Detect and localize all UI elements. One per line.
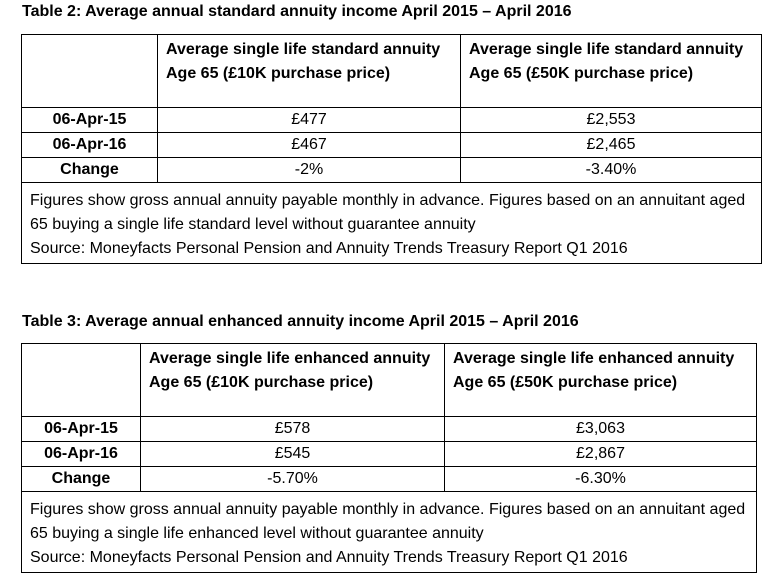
table-cell: £3,063 [444, 416, 757, 442]
table-caption: Table 3: Average annual enhanced annuity… [22, 313, 579, 330]
table-cell: -6.30% [444, 466, 757, 492]
table-row: Change -5.70% -6.30% [21, 466, 757, 492]
column-header: Average single life enhanced annuity Age… [444, 343, 757, 417]
table-row: 06-Apr-15 £578 £3,063 [21, 416, 757, 442]
table-cell: £545 [140, 441, 445, 467]
footnote-text: Figures show gross annual annuity payabl… [30, 501, 746, 542]
table-row: Change -2% -3.40% [21, 157, 762, 183]
row-label: Change [21, 157, 158, 183]
table-footnote: Figures show gross annual annuity payabl… [21, 491, 757, 573]
table-cell: £578 [140, 416, 445, 442]
table-cell: -5.70% [140, 466, 445, 492]
source-text: Source: Moneyfacts Personal Pension and … [30, 549, 628, 566]
table-cell: £2,867 [444, 441, 757, 467]
source-text: Source: Moneyfacts Personal Pension and … [30, 240, 628, 257]
row-label: Change [21, 466, 141, 492]
column-header: Average single life enhanced annuity Age… [140, 343, 445, 417]
row-label: 06-Apr-16 [21, 132, 158, 158]
table-cell: -2% [157, 157, 461, 183]
table-caption: Table 2: Average annual standard annuity… [22, 3, 572, 20]
table-row: 06-Apr-16 £467 £2,465 [21, 132, 762, 158]
table-footnote-row: Figures show gross annual annuity payabl… [21, 491, 757, 573]
table-cell: £467 [157, 132, 461, 158]
row-label: 06-Apr-15 [21, 107, 158, 133]
table-footnote-row: Figures show gross annual annuity payabl… [21, 182, 762, 264]
row-label: 06-Apr-15 [21, 416, 141, 442]
footnote-text: Figures show gross annual annuity payabl… [30, 192, 746, 233]
table-cell: £2,465 [460, 132, 762, 158]
column-header: Average single life standard annuity Age… [157, 34, 461, 108]
corner-cell [21, 343, 141, 417]
table-header-row: Average single life standard annuity Age… [21, 34, 762, 108]
table-cell: £477 [157, 107, 461, 133]
row-label: 06-Apr-16 [21, 441, 141, 467]
table-row: 06-Apr-15 £477 £2,553 [21, 107, 762, 133]
column-header: Average single life standard annuity Age… [460, 34, 762, 108]
table-header-row: Average single life enhanced annuity Age… [21, 343, 757, 417]
table-cell: £2,553 [460, 107, 762, 133]
annuity-table-enhanced: Average single life enhanced annuity Age… [21, 343, 757, 573]
table-row: 06-Apr-16 £545 £2,867 [21, 441, 757, 467]
corner-cell [21, 34, 158, 108]
table-cell: -3.40% [460, 157, 762, 183]
table-footnote: Figures show gross annual annuity payabl… [21, 182, 762, 264]
annuity-table-standard: Average single life standard annuity Age… [21, 34, 762, 264]
